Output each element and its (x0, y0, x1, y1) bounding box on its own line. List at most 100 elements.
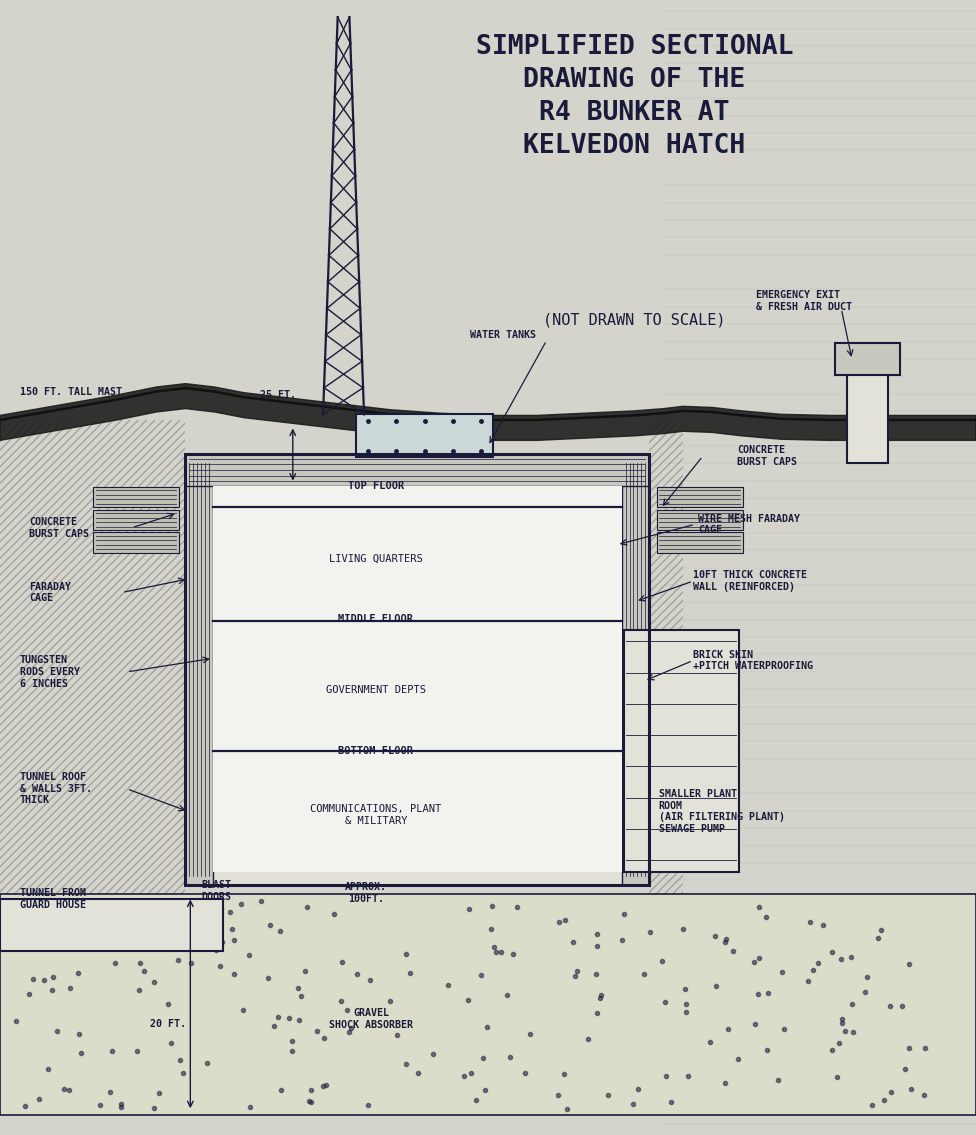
Point (284, 1032, 300, 1050)
Text: GOVERNMENT DEPTS: GOVERNMENT DEPTS (326, 686, 426, 695)
Text: BLAST
DOORS: BLAST DOORS (202, 880, 231, 902)
Point (21, 985, 37, 1003)
Text: 25 FT.: 25 FT. (261, 390, 296, 400)
Point (580, 1029, 595, 1048)
Point (717, 933, 733, 951)
Text: FARADAY
CAGE: FARADAY CAGE (29, 581, 71, 604)
Point (300, 898, 315, 916)
Point (73, 1044, 89, 1062)
Bar (657, 487, 743, 507)
Point (834, 1010, 849, 1028)
Text: TOP FLOOR: TOP FLOOR (347, 481, 404, 490)
Text: GRAVEL
SHOCK ABSORBER: GRAVEL SHOCK ABSORBER (329, 1008, 413, 1031)
Point (50, 1022, 65, 1040)
Point (339, 1001, 354, 1019)
Point (774, 964, 790, 982)
Point (40, 1060, 56, 1078)
Point (266, 1017, 282, 1035)
Point (489, 943, 505, 961)
Point (318, 1076, 334, 1094)
Point (659, 1067, 674, 1085)
Text: (NOT DRAWN TO SCALE): (NOT DRAWN TO SCALE) (544, 312, 725, 327)
Text: EMERGENCY EXIT
& FRESH AIR DUCT: EMERGENCY EXIT & FRESH AIR DUCT (756, 289, 852, 312)
Point (284, 1042, 300, 1060)
Point (810, 955, 826, 973)
Point (9, 1012, 24, 1031)
Bar (657, 532, 743, 553)
Point (389, 1026, 405, 1044)
Bar (185, 454, 649, 885)
Point (832, 1034, 847, 1052)
Point (901, 955, 916, 973)
Point (93, 1095, 108, 1113)
Point (678, 995, 694, 1014)
Point (805, 961, 821, 980)
Point (759, 1042, 775, 1060)
Point (34, 908, 50, 926)
Point (113, 1098, 129, 1116)
Point (460, 991, 475, 1009)
Point (883, 1083, 899, 1101)
Point (7, 918, 22, 936)
Point (36, 970, 52, 989)
Point (463, 1065, 478, 1083)
Point (212, 957, 227, 975)
Point (917, 1039, 933, 1057)
Text: 10FT THICK CONCRETE
WALL (REINFORCED): 10FT THICK CONCRETE WALL (REINFORCED) (693, 570, 807, 592)
Point (335, 952, 350, 970)
Point (678, 1002, 694, 1020)
Point (800, 972, 816, 990)
Point (499, 986, 514, 1004)
Point (402, 964, 418, 982)
Text: WATER TANKS: WATER TANKS (469, 330, 536, 339)
Text: BRICK SKIN
+PITCH WATERPROOFING: BRICK SKIN +PITCH WATERPROOFING (693, 649, 813, 672)
Point (703, 1033, 718, 1051)
Point (226, 966, 242, 984)
Point (226, 931, 242, 949)
Point (592, 989, 608, 1007)
Point (664, 1093, 679, 1111)
Bar (649, 420, 683, 897)
Point (398, 1056, 414, 1074)
Point (71, 1025, 87, 1043)
Point (297, 961, 312, 980)
Point (680, 1067, 696, 1085)
Point (272, 922, 288, 940)
Bar (213, 486, 622, 872)
Point (410, 1063, 426, 1082)
Bar (847, 365, 888, 463)
Point (677, 980, 693, 998)
Point (208, 941, 224, 959)
Point (709, 977, 724, 995)
Point (316, 1029, 332, 1048)
Point (214, 933, 229, 951)
Point (589, 965, 604, 983)
Text: SMALLER PLANT
ROOM
(AIR FILTERING PLANT)
SEWAGE PUMP: SMALLER PLANT ROOM (AIR FILTERING PLANT)… (659, 789, 785, 834)
Point (302, 1092, 317, 1110)
Point (175, 910, 190, 928)
Bar (185, 454, 649, 885)
Point (522, 1025, 538, 1043)
Point (315, 1076, 331, 1094)
Point (725, 942, 741, 960)
Point (760, 984, 776, 1002)
Point (675, 919, 691, 938)
Point (25, 969, 41, 987)
Point (342, 1024, 357, 1042)
Bar (835, 343, 900, 375)
Point (183, 955, 199, 973)
Point (642, 923, 658, 941)
Point (254, 892, 269, 910)
Point (752, 898, 767, 916)
Bar (624, 630, 739, 872)
Point (569, 962, 585, 981)
Point (551, 913, 567, 931)
Point (113, 1094, 129, 1112)
Text: APPROX.
100FT.: APPROX. 100FT. (345, 882, 387, 905)
Point (516, 1063, 532, 1082)
Point (308, 1022, 324, 1040)
Bar (0, 899, 223, 951)
Point (62, 980, 78, 998)
Point (758, 908, 774, 926)
Point (326, 905, 342, 923)
